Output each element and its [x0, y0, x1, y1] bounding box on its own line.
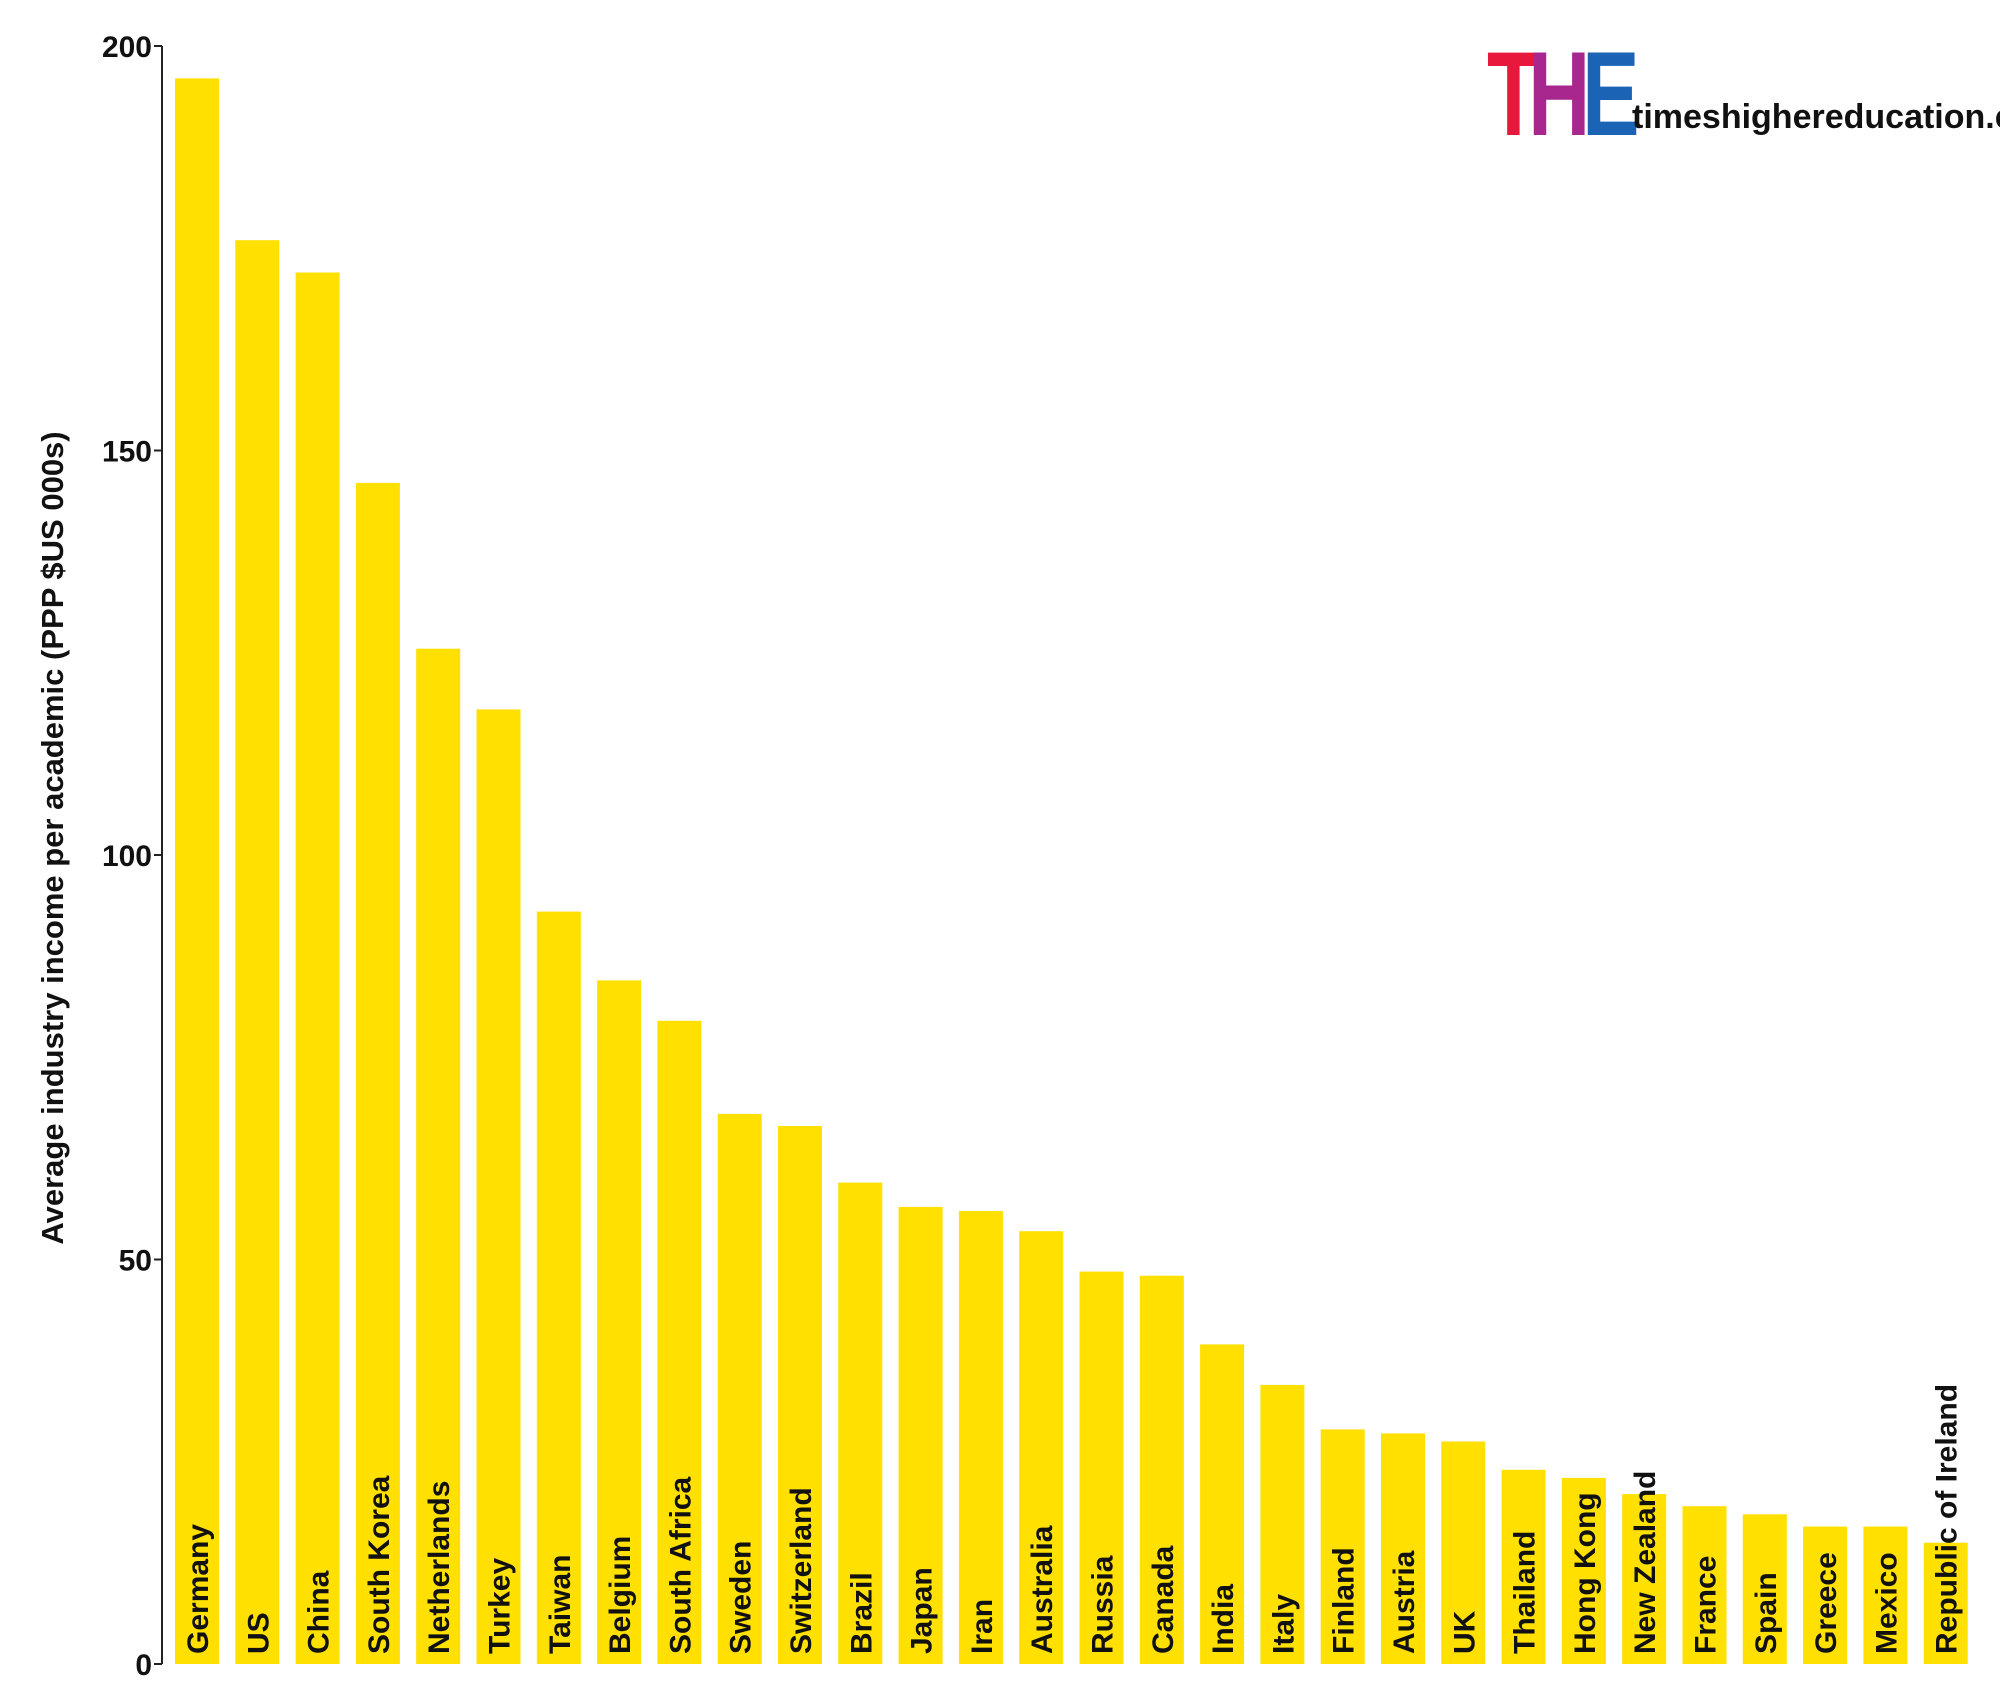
logo-site-text: timeshighereducation.com [1632, 98, 2000, 136]
category-label: Thailand [1509, 1531, 1542, 1654]
category-label: France [1690, 1556, 1723, 1654]
category-label: Greece [1810, 1552, 1843, 1654]
bar [1863, 1526, 1908, 1664]
bar [1381, 1433, 1425, 1664]
category-label: Turkey [484, 1558, 517, 1654]
bar [1079, 1271, 1124, 1664]
y-tick-label: 100 [102, 840, 152, 873]
category-label: US [242, 1612, 275, 1654]
category-label: Germany [182, 1524, 215, 1654]
category-label: Hong Kong [1569, 1492, 1602, 1654]
logo-letter-h: H [1528, 27, 1590, 161]
logo-letter-t: T [1487, 27, 1540, 161]
category-label: Brazil [845, 1572, 878, 1654]
bars-group [175, 78, 1968, 1665]
bar [416, 648, 461, 1664]
y-tick-label: 50 [119, 1245, 152, 1278]
category-label: Republic of Ireland [1931, 1384, 1964, 1654]
y-tick-label: 0 [135, 1649, 152, 1682]
bar [295, 272, 340, 1664]
category-label: Taiwan [544, 1555, 577, 1654]
category-label: UK [1448, 1610, 1481, 1654]
the-logo: T H E timeshighereducation.com [1487, 27, 2000, 161]
category-label: India [1207, 1584, 1240, 1654]
bar [1923, 1542, 1968, 1664]
bar [1320, 1429, 1365, 1664]
category-label: Japan [906, 1567, 939, 1654]
category-label: Sweden [725, 1541, 758, 1654]
bar [898, 1206, 943, 1664]
bar [1501, 1469, 1546, 1664]
bar [536, 911, 581, 1664]
category-label: China [303, 1570, 336, 1654]
category-label: Netherlands [423, 1481, 456, 1654]
bar [355, 482, 400, 1664]
bar [657, 1020, 702, 1664]
bar [476, 709, 521, 1664]
category-label: Mexico [1870, 1552, 1903, 1654]
bar [597, 980, 642, 1664]
bar [958, 1211, 1003, 1664]
category-label: Russia [1087, 1555, 1120, 1654]
bar [717, 1113, 762, 1664]
category-label: Australia [1026, 1525, 1059, 1654]
bar [1019, 1231, 1064, 1664]
category-label: New Zealand [1629, 1471, 1662, 1654]
y-tick-label: 150 [102, 436, 152, 469]
category-label: Spain [1750, 1572, 1783, 1654]
category-label: South Korea [363, 1475, 396, 1654]
logo-letter-e: E [1582, 27, 1640, 161]
category-label: South Africa [664, 1476, 697, 1654]
category-label: Switzerland [785, 1487, 818, 1654]
bar [838, 1182, 883, 1664]
bar [1803, 1526, 1848, 1664]
bar [1200, 1344, 1245, 1664]
bar [1682, 1506, 1727, 1664]
category-label: Finland [1328, 1547, 1361, 1654]
category-labels: Germany US China South Korea Netherlands Turk… [182, 1384, 1964, 1654]
category-label: Belgium [604, 1536, 637, 1654]
bar [1622, 1494, 1667, 1664]
bar [1742, 1514, 1787, 1664]
category-label: Canada [1147, 1545, 1180, 1654]
category-label: Austria [1388, 1550, 1421, 1654]
y-tick-label: 200 [102, 31, 152, 64]
bar [235, 240, 280, 1665]
bar [1561, 1477, 1606, 1664]
category-label: Italy [1267, 1594, 1300, 1654]
bar [778, 1126, 822, 1664]
bar [1139, 1275, 1184, 1664]
bar [1441, 1441, 1486, 1664]
y-axis: 0 50 100 150 200 [102, 31, 163, 1682]
bar [1260, 1384, 1305, 1664]
y-axis-label: Average industry income per academic (PP… [35, 431, 70, 1244]
bar [175, 78, 219, 1664]
category-label: Iran [966, 1599, 999, 1654]
